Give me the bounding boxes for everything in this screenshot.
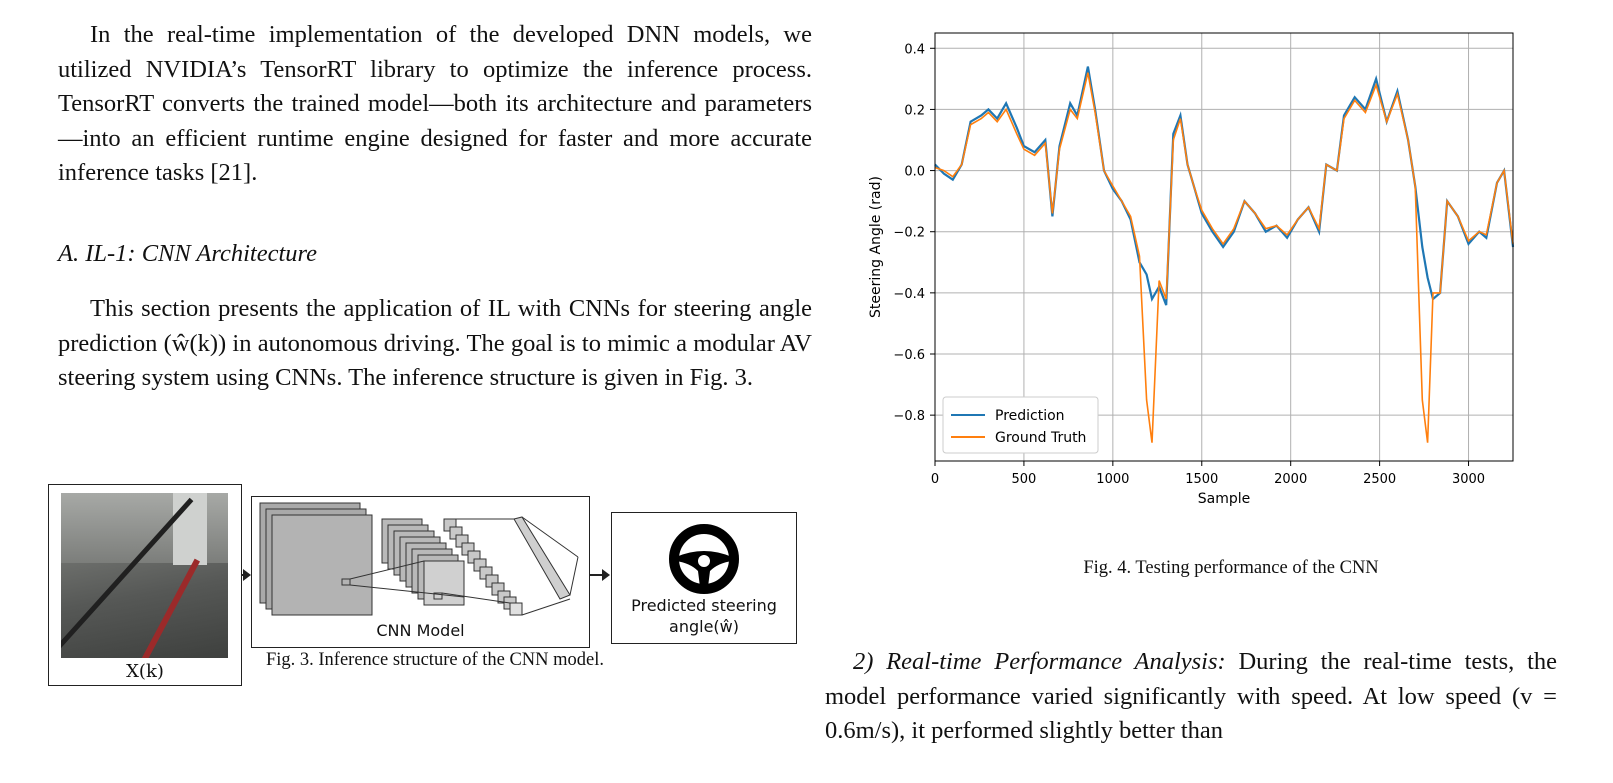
series-line-ground-truth	[934, 72, 1514, 443]
steering-wheel-icon	[669, 524, 739, 594]
x-tick-label: 500	[1012, 472, 1037, 487]
y-tick-label: 0.0	[904, 165, 925, 180]
analysis-paragraph: 2) Real-time Performance Analysis: Durin…	[825, 645, 1557, 749]
output-box: Predicted steering angle(ŵ)	[611, 512, 797, 644]
arrow-icon	[590, 570, 610, 580]
x-tick-label: 3000	[1452, 472, 1485, 487]
x-tick-label: 2000	[1274, 472, 1307, 487]
output-label-line1: Predicted steering	[631, 596, 777, 615]
figure-3-caption: Fig. 3. Inference structure of the CNN m…	[265, 650, 605, 670]
cnn-layers-diagram	[259, 502, 579, 616]
intro-paragraph: In the real-time implementation of the d…	[58, 21, 812, 186]
plot-frame	[934, 32, 1514, 462]
section-paragraph: This section presents the application of…	[58, 295, 812, 391]
legend-label: Ground Truth	[995, 430, 1086, 446]
cnn-model-label: CNN Model	[376, 621, 465, 640]
y-tick-label: −0.4	[893, 287, 925, 302]
section-heading: A. IL-1: CNN Architecture	[58, 240, 318, 267]
legend-box	[942, 396, 1099, 454]
analysis-body: During the real-time tests, the model pe…	[825, 648, 1557, 744]
section-paragraph-block: This section presents the application of…	[58, 292, 812, 396]
arrow-icon	[241, 570, 251, 580]
input-label: X(k)	[126, 661, 164, 682]
legend-label: Prediction	[995, 408, 1065, 424]
y-tick-label: 0.2	[904, 103, 925, 118]
x-tick-label: 1500	[1185, 472, 1218, 487]
input-image-box: X(k)	[48, 484, 242, 686]
camera-frame-image	[61, 493, 228, 658]
figure-4-caption: Fig. 4. Testing performance of the CNN	[1083, 558, 1379, 578]
x-tick-label: 1000	[1096, 472, 1129, 487]
y-tick-label: −0.8	[893, 409, 925, 424]
y-tick-label: −0.6	[893, 348, 925, 363]
steering-angle-chart: 0 500 1000 1500 2000 2500 3000 0.4 0.2 0.0 −0.2 −0.…	[868, 32, 1515, 507]
intro-paragraph-block: In the real-time implementation of the d…	[58, 18, 812, 191]
y-axis-label: Steering Angle (rad)	[868, 176, 884, 318]
x-tick-label: 0	[931, 472, 939, 487]
analysis-heading: 2) Real-time Performance Analysis:	[853, 648, 1226, 675]
analysis-paragraph-block: 2) Real-time Performance Analysis: Durin…	[825, 645, 1557, 749]
output-label: Predicted steering angle(ŵ)	[612, 595, 796, 637]
cnn-model-box: CNN Model	[251, 496, 590, 648]
figure-3: X(k)	[48, 484, 828, 694]
x-axis-label: Sample	[1198, 491, 1251, 507]
y-tick-label: −0.2	[893, 226, 925, 241]
output-label-line2: angle(ŵ)	[669, 617, 739, 636]
x-tick-label: 2500	[1363, 472, 1396, 487]
series-line-prediction	[934, 66, 1515, 306]
y-tick-label: 0.4	[904, 42, 925, 57]
